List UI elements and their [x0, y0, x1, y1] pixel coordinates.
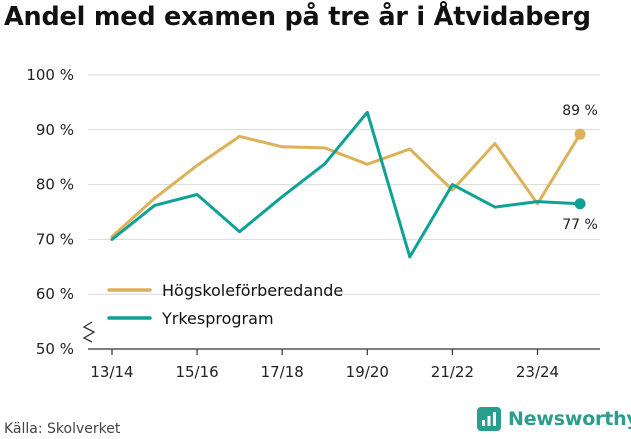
x-tick-label: 19/20 — [346, 363, 389, 381]
legend: Högskoleförberedande Yrkesprogram — [107, 281, 343, 328]
series-end-label: 77 % — [562, 217, 598, 233]
series-lines: 89 % 77 % — [110, 103, 598, 259]
x-tick-label: 23/24 — [516, 363, 559, 381]
x-tick-label: 17/18 — [261, 363, 304, 381]
legend-label: Högskoleförberedande — [162, 281, 343, 300]
chart-title: Andel med examen på tre år i Åtvidaberg — [4, 2, 591, 32]
x-tick-label: 21/22 — [431, 363, 474, 381]
x-axis-ticks: 13/14 15/16 17/18 19/20 21/22 23/24 — [90, 349, 559, 381]
series-line-hogskoleforberedande — [110, 132, 582, 239]
y-tick-label: 100 % — [26, 66, 74, 84]
x-axis — [82, 321, 600, 350]
legend-label: Yrkesprogram — [161, 309, 274, 328]
y-tick-label: 60 % — [36, 285, 74, 303]
y-axis-ticks: 50 % 60 % 70 % 80 % 90 % 100 % — [26, 66, 74, 358]
series-end-label: 89 % — [562, 103, 598, 119]
y-tick-label: 50 % — [36, 340, 74, 358]
series-line-yrkesprogram — [110, 110, 582, 259]
newsworthy-icon — [477, 407, 501, 431]
y-tick-label: 90 % — [36, 121, 74, 139]
x-tick-label: 13/14 — [90, 363, 133, 381]
brand-logo: Newsworthy — [476, 406, 631, 432]
brand-name: Newsworthy — [508, 408, 631, 430]
x-tick-label: 15/16 — [175, 363, 218, 381]
axis-break-mark — [82, 321, 96, 343]
series-end-point — [574, 128, 586, 140]
series-end-point — [574, 198, 586, 210]
y-tick-label: 70 % — [36, 230, 74, 248]
source-note: Källa: Skolverket — [4, 421, 121, 437]
y-tick-label: 80 % — [36, 176, 74, 194]
